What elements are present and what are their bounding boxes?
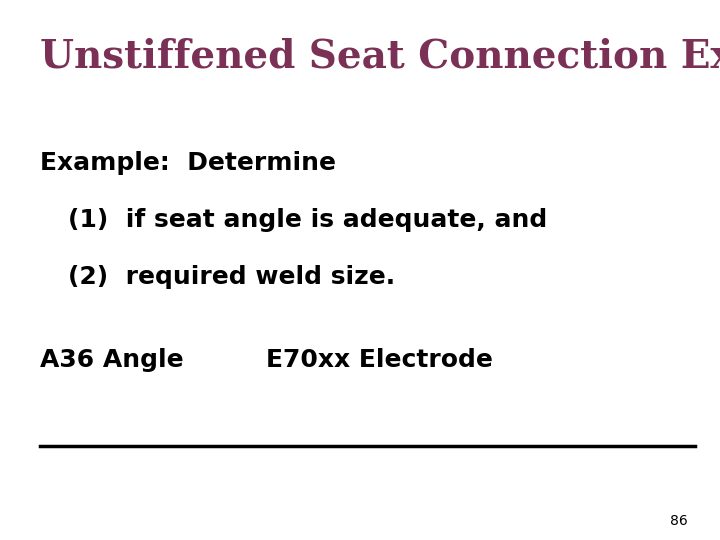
- Text: Example:  Determine: Example: Determine: [40, 151, 336, 175]
- Text: E70xx Electrode: E70xx Electrode: [266, 348, 493, 372]
- Text: (2)  required weld size.: (2) required weld size.: [68, 265, 395, 288]
- Text: Unstiffened Seat Connection Ex.: Unstiffened Seat Connection Ex.: [40, 38, 720, 76]
- Text: 86: 86: [670, 514, 688, 528]
- Text: (1)  if seat angle is adequate, and: (1) if seat angle is adequate, and: [68, 208, 548, 232]
- Text: A36 Angle: A36 Angle: [40, 348, 183, 372]
